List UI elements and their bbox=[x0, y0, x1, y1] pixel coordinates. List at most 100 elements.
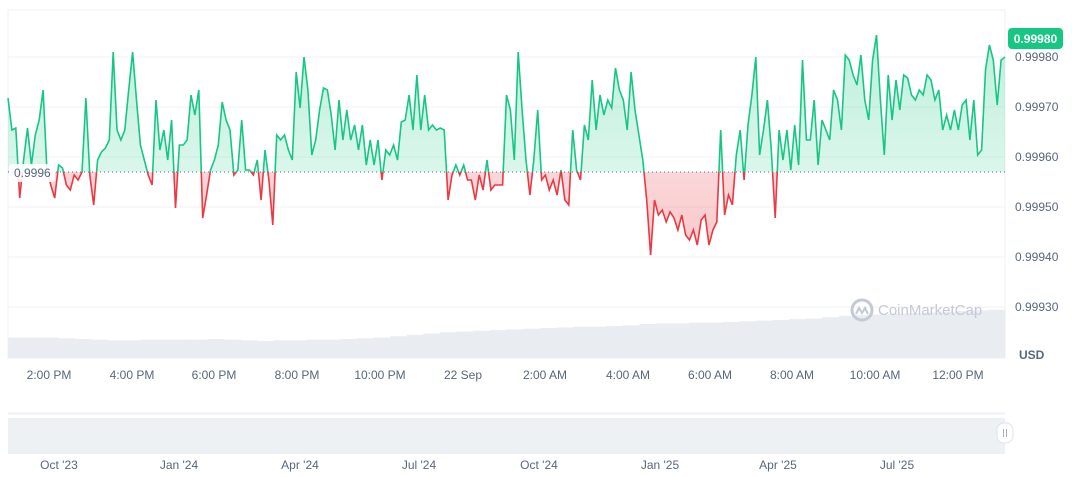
x-tick-label: 2:00 AM bbox=[523, 368, 567, 382]
x-tick-label: 8:00 PM bbox=[275, 368, 320, 382]
volume-bar bbox=[822, 317, 840, 358]
volume-bar bbox=[705, 322, 723, 358]
volume-bar bbox=[323, 339, 341, 358]
volume-bar bbox=[921, 312, 939, 358]
y-tick-label: 0.99970 bbox=[1015, 100, 1059, 114]
navigator[interactable] bbox=[8, 412, 1014, 454]
volume-bar bbox=[157, 339, 175, 358]
x-tick-label: 8:00 AM bbox=[770, 368, 814, 382]
x-tick-label: 12:00 PM bbox=[932, 368, 983, 382]
navigator-handle[interactable] bbox=[996, 422, 1014, 444]
y-tick-label: 0.99930 bbox=[1015, 300, 1059, 314]
volume-bar bbox=[140, 339, 158, 358]
volume-bar bbox=[224, 339, 241, 358]
volume-bar bbox=[290, 340, 308, 358]
volume-bar bbox=[639, 324, 657, 358]
x-tick-label: 4:00 AM bbox=[606, 368, 650, 382]
volume-bar bbox=[124, 340, 142, 358]
volume-bar bbox=[406, 334, 424, 358]
navigator-tick-label: Jan '25 bbox=[641, 458, 680, 472]
volume-bar bbox=[606, 326, 624, 358]
y-tick-label: 0.99950 bbox=[1015, 200, 1059, 214]
volume-bar bbox=[506, 329, 524, 358]
price-line-down bbox=[17, 172, 779, 256]
volume-bar bbox=[57, 338, 75, 358]
navigator-tick-label: Apr '25 bbox=[759, 458, 797, 472]
navigator-tick-label: Jul '25 bbox=[880, 458, 915, 472]
svg-text:0.99980: 0.99980 bbox=[1014, 32, 1058, 46]
plot-area bbox=[7, 9, 1006, 359]
volume-bar bbox=[971, 310, 989, 358]
volume-bar bbox=[888, 313, 906, 358]
volume-bar bbox=[489, 330, 507, 358]
baseline-label: 0.9996 bbox=[9, 164, 55, 182]
volume-bar bbox=[788, 319, 806, 358]
area-above-baseline bbox=[8, 35, 1005, 172]
x-tick-label: 10:00 PM bbox=[354, 368, 405, 382]
volume-bar bbox=[107, 340, 125, 358]
navigator-range[interactable] bbox=[8, 418, 1005, 454]
volume-bar bbox=[739, 321, 757, 358]
volume-bar bbox=[340, 338, 358, 358]
volume-bar bbox=[373, 337, 391, 358]
navigator-tick-label: Oct '24 bbox=[520, 458, 558, 472]
volume-bar bbox=[589, 326, 607, 358]
volume-bar bbox=[622, 325, 640, 358]
volume-bar bbox=[938, 311, 956, 358]
volume-bar bbox=[190, 339, 208, 358]
volume-bar bbox=[872, 314, 889, 358]
volume-bar bbox=[41, 337, 59, 358]
volume-bar bbox=[440, 332, 457, 358]
volume-bar bbox=[772, 319, 790, 358]
volume-bar bbox=[988, 309, 1006, 358]
svg-text:0.9996: 0.9996 bbox=[14, 166, 51, 180]
navigator-tick-label: Jan '24 bbox=[160, 458, 199, 472]
x-tick-label: 10:00 AM bbox=[850, 368, 901, 382]
volume-bar bbox=[572, 326, 590, 358]
volume-bar bbox=[257, 341, 275, 358]
volume-bar bbox=[8, 337, 25, 358]
volume-bar bbox=[672, 323, 690, 358]
volume-bar bbox=[473, 330, 491, 358]
volume-bar bbox=[755, 320, 773, 358]
watermark-text: CoinMarketCap bbox=[878, 302, 982, 319]
volume-bar bbox=[240, 340, 258, 358]
watermark-logo: CoinMarketCap bbox=[850, 298, 982, 322]
volume-bar bbox=[74, 338, 92, 358]
currency-label: USD bbox=[1019, 348, 1045, 362]
price-line-up bbox=[7, 34, 1006, 172]
y-tick-label: 0.99980 bbox=[1015, 50, 1059, 64]
x-tick-label: 6:00 PM bbox=[192, 368, 237, 382]
navigator-tick-label: Oct '23 bbox=[40, 458, 78, 472]
volume-bar bbox=[456, 331, 474, 358]
x-tick-label: 22 Sep bbox=[444, 368, 482, 382]
volume-bar bbox=[356, 338, 374, 358]
x-tick-label: 2:00 PM bbox=[27, 368, 72, 382]
volume-bar bbox=[905, 313, 923, 358]
navigator-tick-label: Apr '24 bbox=[281, 458, 319, 472]
volume-bar bbox=[556, 327, 574, 358]
y-tick-label: 0.99940 bbox=[1015, 250, 1059, 264]
x-tick-label: 6:00 AM bbox=[688, 368, 732, 382]
volume-bar bbox=[689, 322, 707, 358]
volume-bar bbox=[307, 339, 325, 358]
x-tick-label: 4:00 PM bbox=[110, 368, 155, 382]
volume-bar bbox=[955, 311, 973, 358]
volume-bar bbox=[91, 339, 108, 358]
volume-bar bbox=[722, 321, 740, 358]
volume-bar bbox=[390, 336, 408, 358]
volume-bar bbox=[174, 339, 192, 358]
volume-bar bbox=[656, 323, 673, 358]
y-tick-label: 0.99960 bbox=[1015, 150, 1059, 164]
volume-bar bbox=[523, 328, 541, 358]
volume-bar bbox=[539, 328, 557, 358]
volume-bar bbox=[273, 340, 291, 358]
volume-bar bbox=[805, 318, 823, 358]
volume-bar bbox=[207, 338, 225, 358]
volume-bar bbox=[838, 315, 856, 358]
navigator-tick-label: Jul '24 bbox=[402, 458, 437, 472]
volume-bar bbox=[855, 315, 873, 358]
volume-bar bbox=[423, 333, 441, 358]
